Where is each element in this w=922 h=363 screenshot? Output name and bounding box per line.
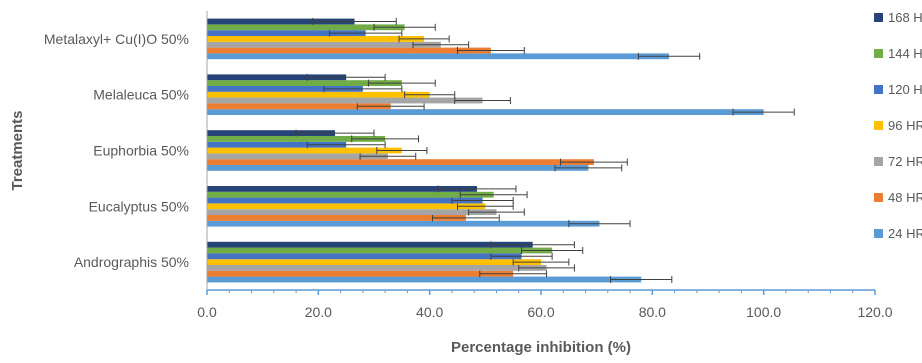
x-tick-label: 120.0: [857, 304, 892, 320]
category-label: Andrographis 50%: [74, 254, 189, 270]
legend-label: 48 HR: [888, 190, 922, 205]
bar: [207, 153, 388, 160]
bar: [207, 109, 764, 115]
bar: [207, 18, 355, 25]
bar: [207, 47, 491, 54]
y-axis-title: Treatments: [9, 110, 26, 190]
legend-label: 144 HR: [888, 46, 922, 61]
bar: [207, 191, 494, 198]
bar: [207, 97, 483, 104]
x-axis-title: Percentage inhibition (%): [451, 339, 631, 356]
bar: [207, 74, 347, 81]
bar: [207, 247, 553, 254]
x-tick-label: 80.0: [639, 304, 666, 320]
category-label: Euphorbia 50%: [93, 143, 189, 159]
bar: [207, 147, 402, 154]
bar: [207, 53, 670, 60]
axes-group: [206, 11, 876, 295]
x-tick-label: 20.0: [305, 304, 332, 320]
bar: [207, 186, 477, 192]
bar: [207, 265, 547, 271]
x-tick-label: 100.0: [746, 304, 781, 320]
bar: [207, 86, 363, 92]
bar: [207, 197, 483, 204]
bar: [207, 203, 486, 210]
bar: [207, 41, 441, 48]
bar: [207, 130, 336, 136]
x-tick-labels: 0.0 20.0 40.0 60.0 80.0 100.0 120.0: [197, 304, 892, 320]
legend-label: 120 HR: [888, 82, 922, 97]
bar: [207, 36, 425, 42]
legend-swatch: [874, 193, 883, 202]
category-labels: Andrographis 50% Eucalyptus 50% Euphorbia …: [44, 31, 189, 270]
bar: [207, 215, 466, 221]
bar: [207, 159, 594, 165]
bar: [207, 30, 366, 36]
category-label: Metalaxyl+ Cu(I)O 50%: [44, 31, 189, 47]
bars-group: [207, 18, 795, 283]
legend-label: 72 HR: [888, 154, 922, 169]
bar: [207, 141, 347, 148]
legend-swatch: [874, 121, 883, 130]
category-label: Eucalyptus 50%: [89, 198, 189, 214]
legend-swatch: [874, 49, 883, 58]
bar: [207, 24, 405, 31]
x-tick-label: 40.0: [416, 304, 443, 320]
category-label: Melaleuca 50%: [93, 87, 189, 103]
bar: [207, 165, 589, 171]
legend-swatch: [874, 229, 883, 238]
legend-label: 96 HR: [888, 118, 922, 133]
legend-swatch: [874, 85, 883, 94]
bar: [207, 103, 391, 110]
bar: [207, 220, 600, 227]
x-tick-label: 0.0: [197, 304, 217, 320]
legend-swatch: [874, 157, 883, 166]
x-tick-label: 60.0: [527, 304, 554, 320]
bar: [207, 80, 402, 86]
legend-label: 24 HR: [888, 226, 922, 241]
bar: [207, 209, 497, 215]
bar: [207, 270, 514, 277]
bar: [207, 136, 386, 142]
bar: [207, 91, 430, 98]
legend: 168 HR 144 HR 120 HR 96 HR 72 HR 48 HR 24 HR: [874, 10, 922, 241]
bar: [207, 241, 533, 248]
bar: [207, 259, 541, 265]
legend-label: 168 HR: [888, 10, 922, 25]
bar: [207, 276, 642, 283]
legend-swatch: [874, 13, 883, 22]
bar: [207, 253, 522, 260]
